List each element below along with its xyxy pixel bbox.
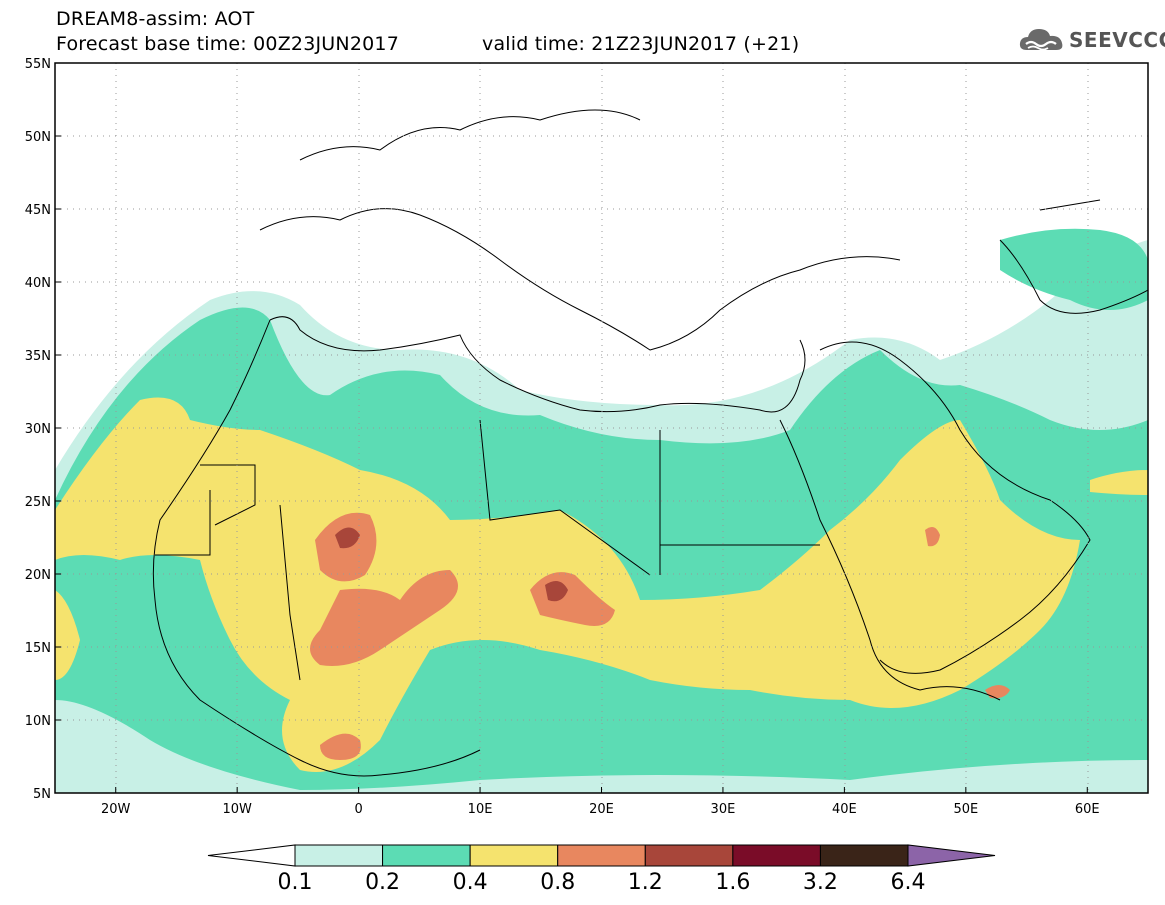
- aot-band-0.4-iran: [1090, 470, 1148, 495]
- lat-tick-label: 50N: [25, 130, 51, 145]
- seevccc-logo: SEEVCCC: [1017, 24, 1165, 58]
- lat-tick-label: 15N: [25, 641, 51, 656]
- lat-tick-label: 20N: [25, 568, 51, 583]
- valid-time: valid time: 21Z23JUN2017 (+21): [482, 33, 800, 55]
- lat-tick-label: 30N: [25, 422, 51, 437]
- lat-tick-label: 5N: [33, 787, 51, 802]
- colorbar-segment: [382, 844, 471, 867]
- aot-band-0.4-africa-west: [55, 590, 80, 680]
- colorbar-label: 6.4: [890, 870, 926, 895]
- gridlines: [55, 63, 1148, 793]
- colorbar-segment: [469, 844, 559, 867]
- colorbar-label: 0.8: [540, 870, 576, 895]
- colorbar-segment: [294, 844, 384, 867]
- colorbar-label: 0.2: [365, 870, 401, 895]
- lon-tick-label: 20W: [101, 802, 131, 817]
- colorbar-segment: [644, 844, 734, 867]
- coastlines: [152, 109, 1148, 777]
- aot-band-0.8-e: [925, 526, 940, 547]
- colorbar-below-arrow: [207, 844, 296, 867]
- aot-band-0.2-caspian: [1000, 228, 1148, 310]
- colorbar-label: 1.2: [627, 870, 663, 895]
- lat-tick-label: 25N: [25, 495, 51, 510]
- latitude-ticks: 5N 10N 15N 20N 25N 30N 35N 40N 45N 50N 55N: [25, 57, 61, 802]
- lon-tick-label: 0: [354, 802, 362, 817]
- colorbar-label: 0.4: [452, 870, 488, 895]
- colorbar-segment: [819, 844, 909, 867]
- aot-band-1.2-a: [335, 527, 360, 549]
- lon-tick-label: 30E: [711, 802, 736, 817]
- lon-tick-label: 10E: [468, 802, 493, 817]
- colorbar-label: 0.1: [277, 870, 313, 895]
- lat-tick-label: 55N: [25, 57, 51, 72]
- map-title: DREAM8-assim: AOT: [56, 8, 255, 30]
- cloud-icon: [1019, 29, 1063, 51]
- colorbar-segment: [732, 844, 821, 867]
- logo-text: SEEVCCC: [1069, 28, 1165, 52]
- longitude-ticks: 20W 10W 0 10E 20E 30E 40E 50E 60E: [101, 787, 1100, 817]
- colorbar: [207, 844, 996, 867]
- lon-tick-label: 40E: [832, 802, 857, 817]
- lat-tick-label: 10N: [25, 714, 51, 729]
- aot-band-0.8-b: [310, 570, 458, 666]
- lat-tick-label: 45N: [25, 203, 51, 218]
- colorbar-segment: [557, 844, 646, 867]
- aot-band-1.2-b: [545, 581, 568, 602]
- lon-tick-label: 50E: [953, 802, 978, 817]
- lat-tick-label: 40N: [25, 276, 51, 291]
- lon-tick-label: 60E: [1075, 802, 1100, 817]
- aot-band-0.8-d: [320, 733, 361, 760]
- colorbar-above-arrow: [907, 844, 996, 867]
- forecast-base-time: Forecast base time: 00Z23JUN2017: [56, 33, 399, 55]
- colorbar-label: 3.2: [802, 870, 838, 895]
- lon-tick-label: 20E: [589, 802, 614, 817]
- colorbar-label: 1.6: [715, 870, 751, 895]
- lon-tick-label: 10W: [222, 802, 252, 817]
- aot-band-0.8-f: [985, 685, 1010, 699]
- lat-tick-label: 35N: [25, 349, 51, 364]
